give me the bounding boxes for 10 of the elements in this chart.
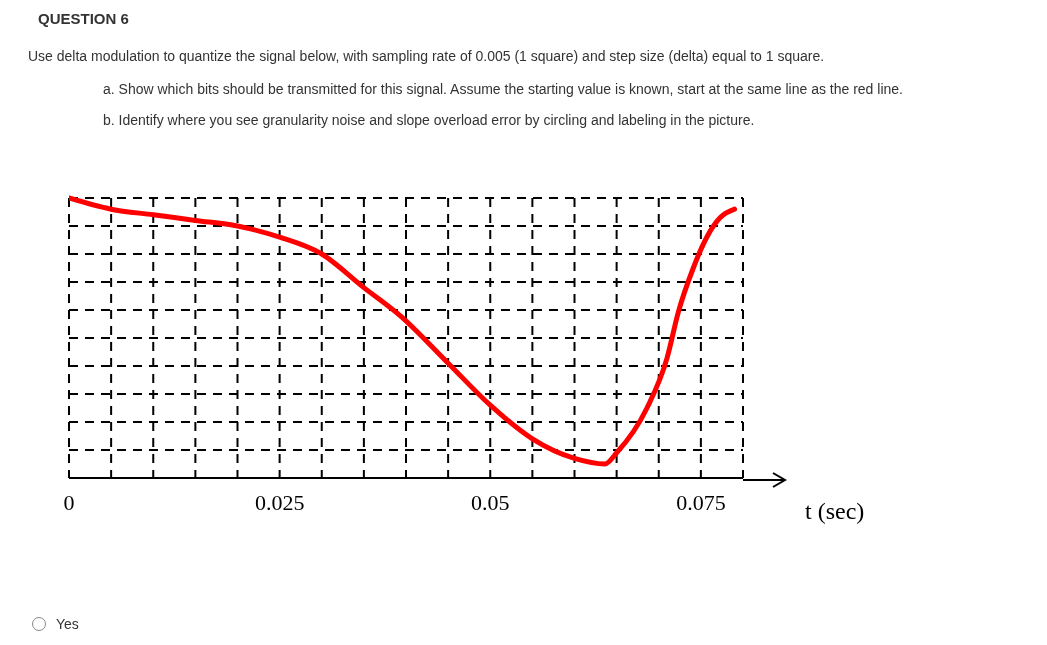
x-axis-title: t (sec)	[805, 498, 865, 525]
chart-subtitle: Use delta modulation to quantize the signal below, with sampling rate of 0.005 (1 square) and step size (delta) equal to 1 square.	[28, 48, 825, 64]
x-tick-label: 0.025	[254, 489, 305, 515]
chart-title: QUESTION 6	[38, 10, 129, 27]
x-tick-label: 0	[63, 489, 75, 515]
x-tick-label: 0.075	[676, 489, 726, 515]
text: b. Identify where you see granularity noise and slope overload error by circling and labeling in the picture.	[103, 112, 755, 128]
text: Yes	[56, 616, 79, 632]
text: a. Show which bits should be transmitted for this signal. Assume the starting value is known, start at the same line as the red line.	[103, 81, 903, 97]
x-tick-label: 0.05	[471, 489, 510, 515]
